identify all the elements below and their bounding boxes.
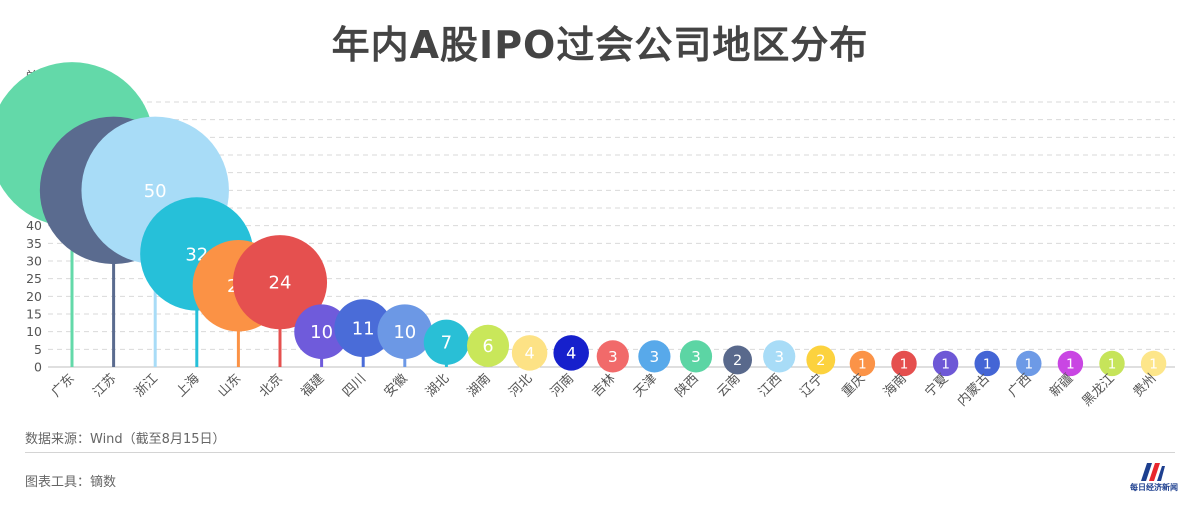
x-tick-label: 广东 xyxy=(49,371,78,400)
bubble-value-label: 3 xyxy=(608,348,618,366)
bubble-24 xyxy=(1057,350,1084,377)
divider xyxy=(25,452,1175,453)
bubble-5 xyxy=(232,235,328,330)
nbd-logo-icon xyxy=(1141,463,1165,481)
bubble-14 xyxy=(638,340,671,373)
bubble-20 xyxy=(891,350,917,377)
bubble-value-label: 4 xyxy=(525,344,535,363)
y-tick-label: 25 xyxy=(26,271,42,286)
bubble-value-label: 1 xyxy=(858,356,867,372)
bubble-value-label: 1 xyxy=(1066,356,1075,372)
x-tick-label: 江苏 xyxy=(90,371,120,401)
bubble-value-label: 7 xyxy=(441,333,452,354)
y-tick-label: 40 xyxy=(26,218,42,233)
bubble-22 xyxy=(974,350,1000,377)
bubble-value-label: 1 xyxy=(900,356,909,372)
bubble-6 xyxy=(294,304,349,360)
bubble-value-label: 1 xyxy=(1024,356,1033,372)
x-axis: 广东 江苏 浙江 上海 山东 北京 福建 四川 安徽 湖北 湖南 河北 河南 吉林 天津 陕西 云南 江西 辽宁 重庆… xyxy=(49,371,1160,410)
bubble-26 xyxy=(1140,350,1167,377)
bubble-value-label: 11 xyxy=(352,319,375,340)
bubble-23 xyxy=(1016,350,1042,377)
x-tick-label: 内蒙古 xyxy=(954,371,993,410)
data-source: 数据来源：Wind（截至8月15日） xyxy=(25,432,226,447)
y-tick-label: 20 xyxy=(26,289,42,304)
bubble-value-label: 4 xyxy=(566,344,576,363)
bubble-19 xyxy=(849,350,876,377)
bubble-18 xyxy=(806,345,836,375)
y-tick-label: 35 xyxy=(26,236,42,251)
bubble-9 xyxy=(423,319,470,365)
x-tick-label: 黑龙江 xyxy=(1080,371,1118,409)
x-tick-label: 河北 xyxy=(506,371,535,400)
bubble-value-label: 6 xyxy=(482,337,493,357)
x-tick-label: 福建 xyxy=(298,371,327,400)
x-tick-label: 陕西 xyxy=(673,371,702,400)
x-tick-label: 湖北 xyxy=(423,371,452,400)
bubble-17 xyxy=(763,340,796,373)
y-tick-label: 5 xyxy=(34,342,42,357)
bubbles: 635050322324101110764433323211111111 xyxy=(0,62,1167,377)
bubble-21 xyxy=(932,350,959,377)
y-tick-label: 10 xyxy=(26,324,42,339)
bubble-value-label: 3 xyxy=(774,348,784,366)
bubble-value-label: 10 xyxy=(310,322,333,343)
bubble-8 xyxy=(377,304,433,360)
y-tick-label: 0 xyxy=(34,360,42,375)
bubble-13 xyxy=(596,340,629,373)
bubble-11 xyxy=(511,335,548,371)
chart-tool-credit: 图表工具：镝数 xyxy=(25,475,117,490)
chart-title: 年内A股IPO过会公司地区分布 xyxy=(331,23,869,67)
bubble-value-label: 24 xyxy=(269,273,292,294)
x-tick-label: 湖南 xyxy=(464,371,494,401)
logo-name: 每日经济新闻 xyxy=(1130,483,1178,492)
bubble-value-label: 10 xyxy=(393,322,416,343)
bubble-value-label: 1 xyxy=(1108,356,1117,372)
bubble-16 xyxy=(723,345,753,375)
bubble-chart: 051015202530354045505560657075 635050322… xyxy=(0,62,1175,410)
x-tick-label: 辽宁 xyxy=(797,371,827,401)
bubble-value-label: 3 xyxy=(691,348,701,366)
bubble-25 xyxy=(1099,350,1125,377)
y-tick-label: 15 xyxy=(26,307,42,322)
bubble-value-label: 1 xyxy=(1149,356,1158,372)
x-tick-label: 北京 xyxy=(257,371,286,400)
bubble-7 xyxy=(334,299,393,358)
bubble-value-label: 1 xyxy=(941,356,950,372)
bubble-value-label: 2 xyxy=(733,353,742,369)
x-tick-label: 河南 xyxy=(547,371,577,401)
x-tick-label: 浙江 xyxy=(132,371,161,400)
x-tick-label: 云南 xyxy=(714,371,744,401)
nbd-logo: 每日经济新闻 xyxy=(1126,462,1182,496)
x-tick-label: 四川 xyxy=(340,371,369,400)
x-tick-label: 山东 xyxy=(215,371,244,400)
bubble-value-label: 1 xyxy=(983,356,992,372)
x-tick-label: 江西 xyxy=(756,371,785,400)
x-tick-label: 安徽 xyxy=(382,371,411,400)
x-tick-label: 吉林 xyxy=(590,371,619,400)
y-tick-label: 30 xyxy=(26,254,42,269)
x-tick-label: 上海 xyxy=(174,371,203,400)
bubble-value-label: 2 xyxy=(816,353,825,369)
bubble-value-label: 50 xyxy=(144,181,167,202)
bubble-10 xyxy=(466,324,510,367)
bubble-12 xyxy=(553,335,589,371)
bubble-value-label: 3 xyxy=(650,348,660,366)
bubble-15 xyxy=(679,340,713,373)
x-tick-label: 天津 xyxy=(631,371,660,400)
